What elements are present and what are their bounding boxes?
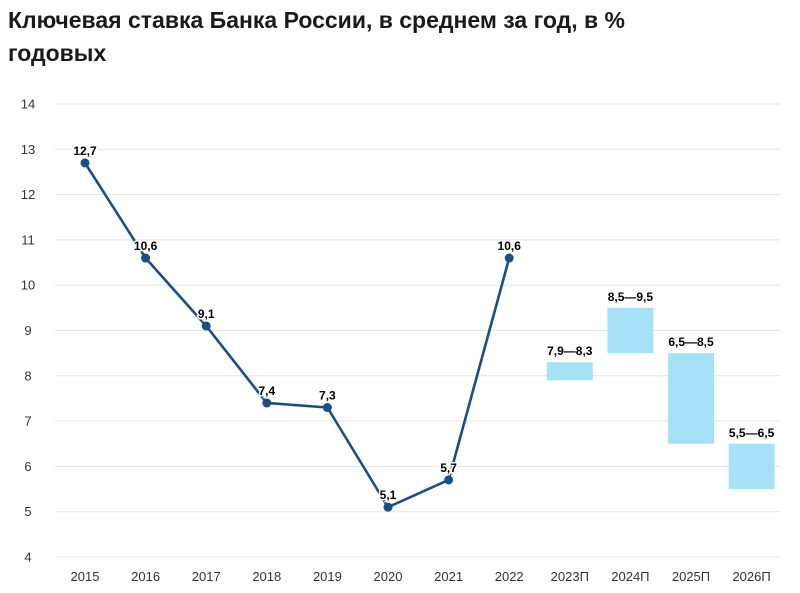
y-tick-label: 12 bbox=[21, 187, 35, 202]
data-point bbox=[444, 475, 454, 485]
data-point bbox=[80, 158, 90, 168]
y-tick-label: 9 bbox=[24, 323, 31, 338]
y-tick-label: 13 bbox=[21, 142, 35, 157]
x-tick-label: 2020 bbox=[374, 569, 403, 584]
data-label: 10,6 bbox=[498, 239, 522, 253]
data-label: 12,7 bbox=[73, 144, 97, 158]
data-label: 7,4 bbox=[258, 384, 275, 398]
x-tick-label: 2026П bbox=[732, 569, 770, 584]
range-label: 7,9—8,3 bbox=[547, 344, 593, 358]
y-tick-label: 7 bbox=[24, 414, 31, 429]
x-tick-label: 2019 bbox=[313, 569, 342, 584]
y-tick-label: 4 bbox=[24, 550, 31, 565]
x-tick-label: 2021 bbox=[434, 569, 463, 584]
x-tick-label: 2022 bbox=[495, 569, 524, 584]
y-tick-label: 8 bbox=[24, 368, 31, 383]
data-point bbox=[201, 321, 211, 331]
range-label: 8,5—9,5 bbox=[608, 290, 654, 304]
data-label: 5,7 bbox=[440, 461, 457, 475]
y-tick-label: 6 bbox=[24, 459, 31, 474]
data-label: 5,1 bbox=[380, 488, 397, 502]
data-point bbox=[383, 502, 393, 512]
data-point bbox=[262, 398, 272, 408]
x-tick-label: 2015 bbox=[71, 569, 100, 584]
y-tick-label: 5 bbox=[24, 504, 31, 519]
x-tick-label: 2024П bbox=[611, 569, 649, 584]
range-bar bbox=[728, 443, 775, 490]
range-label: 5,5—6,5 bbox=[729, 426, 775, 440]
x-tick-label: 2018 bbox=[252, 569, 281, 584]
chart-title: Ключевая ставка Банка России, в среднем … bbox=[8, 7, 625, 66]
x-tick-label: 2016 bbox=[131, 569, 160, 584]
y-tick-label: 14 bbox=[21, 97, 35, 112]
data-label: 7,3 bbox=[319, 389, 336, 403]
data-label: 10,6 bbox=[134, 239, 158, 253]
x-tick-label: 2025П bbox=[672, 569, 710, 584]
y-tick-label: 10 bbox=[21, 278, 35, 293]
data-point bbox=[322, 403, 332, 413]
range-bar bbox=[546, 362, 593, 381]
x-tick-label: 2023П bbox=[551, 569, 589, 584]
range-label: 6,5—8,5 bbox=[668, 335, 714, 349]
data-point bbox=[141, 253, 151, 263]
data-point bbox=[504, 253, 514, 263]
range-bar bbox=[668, 353, 714, 444]
data-label: 9,1 bbox=[198, 307, 215, 321]
y-tick-label: 11 bbox=[21, 232, 35, 247]
x-tick-label: 2017 bbox=[192, 569, 221, 584]
range-bar bbox=[607, 307, 654, 354]
series-line bbox=[83, 162, 511, 509]
